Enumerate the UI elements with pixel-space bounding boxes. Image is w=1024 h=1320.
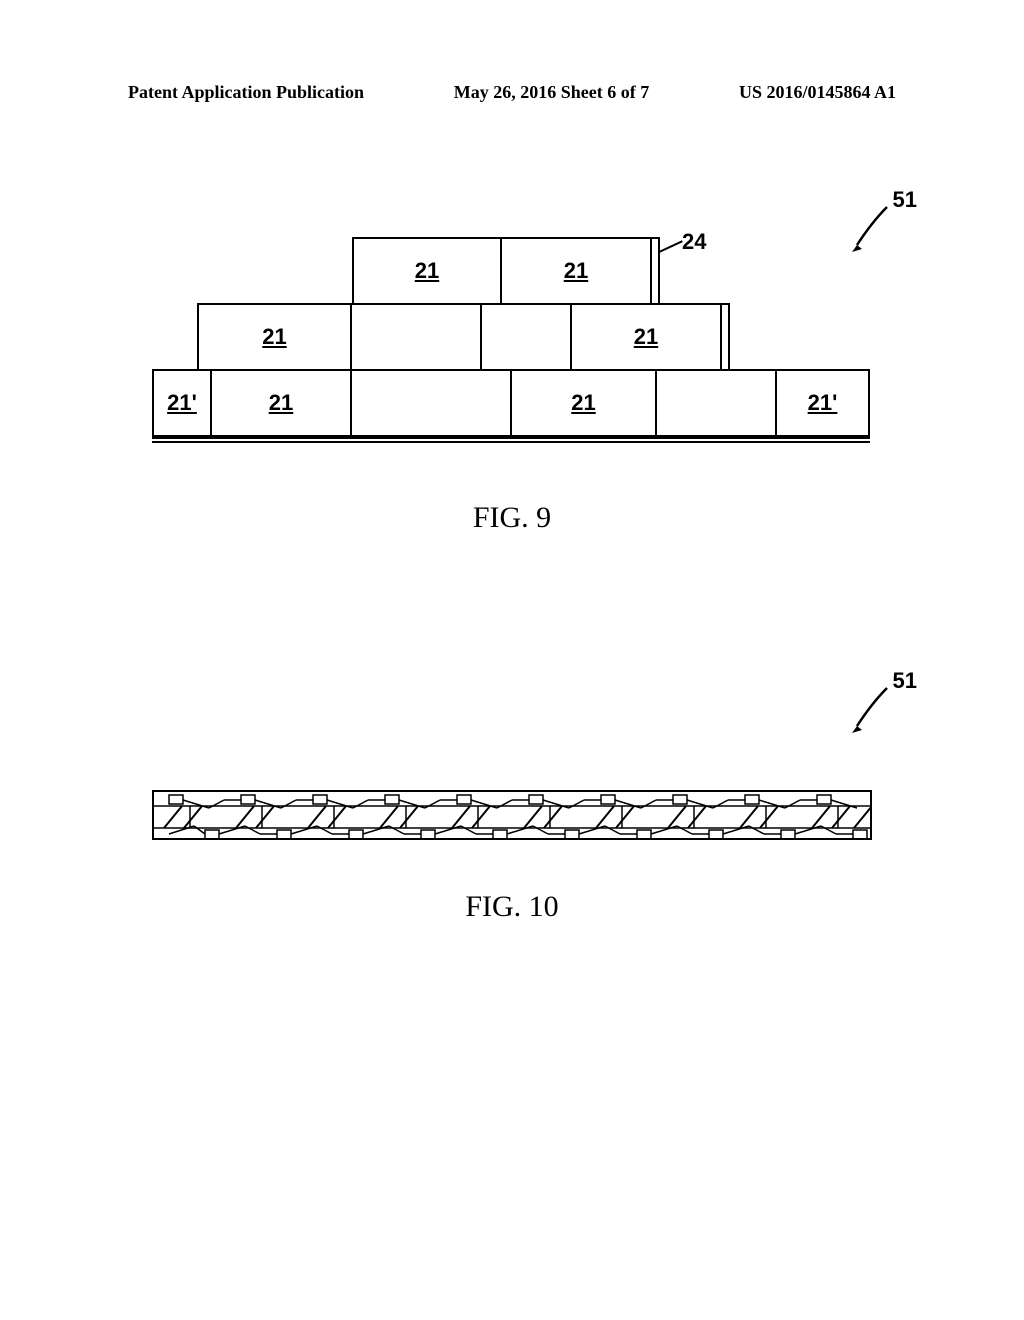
brick-label: 21 [571, 390, 595, 416]
brick: 21' [777, 369, 870, 437]
figure-9-label: FIG. 9 [132, 501, 892, 535]
brick: 21' [152, 369, 212, 437]
page-header: Patent Application Publication May 26, 2… [0, 82, 1024, 103]
brick-separator [652, 237, 660, 305]
brick: 21 [512, 369, 657, 437]
brick [352, 369, 512, 437]
brick: 21 [352, 237, 502, 305]
cross-section-svg [154, 792, 872, 840]
brick [482, 303, 572, 371]
callout-24-leader [657, 240, 683, 254]
callout-51-arrow [842, 678, 902, 738]
brick-row-2: 21 21 [197, 303, 730, 371]
figure-10-label: FIG. 10 [132, 890, 892, 924]
brick: 21 [502, 237, 652, 305]
figure-10-container: 51 [132, 720, 892, 924]
brick-label: 21 [564, 258, 588, 284]
callout-24-label: 24 [682, 229, 706, 255]
base-line [152, 437, 870, 443]
header-date-sheet: May 26, 2016 Sheet 6 of 7 [454, 82, 649, 103]
brick [657, 369, 777, 437]
brick-separator [722, 303, 730, 371]
brick-label: 21 [634, 324, 658, 350]
brick-label: 21' [808, 390, 838, 416]
header-publication: Patent Application Publication [128, 82, 364, 103]
brick: 21 [197, 303, 352, 371]
cross-section-diagram [152, 790, 872, 840]
brick-label: 21 [269, 390, 293, 416]
brick-row-1: 21 21 [352, 237, 660, 305]
brick-label: 21 [415, 258, 439, 284]
brick-wall-diagram: 24 21 21 21 21 [152, 237, 872, 451]
brick: 21 [572, 303, 722, 371]
brick-label: 21 [262, 324, 286, 350]
figure-9-container: 51 24 21 21 21 [132, 237, 892, 535]
brick-row-3: 21' 21 21 21' [152, 369, 870, 437]
brick-label: 21' [167, 390, 197, 416]
brick [352, 303, 482, 371]
brick: 21 [212, 369, 352, 437]
header-patent-number: US 2016/0145864 A1 [739, 82, 896, 103]
middle-hatching [164, 806, 872, 828]
